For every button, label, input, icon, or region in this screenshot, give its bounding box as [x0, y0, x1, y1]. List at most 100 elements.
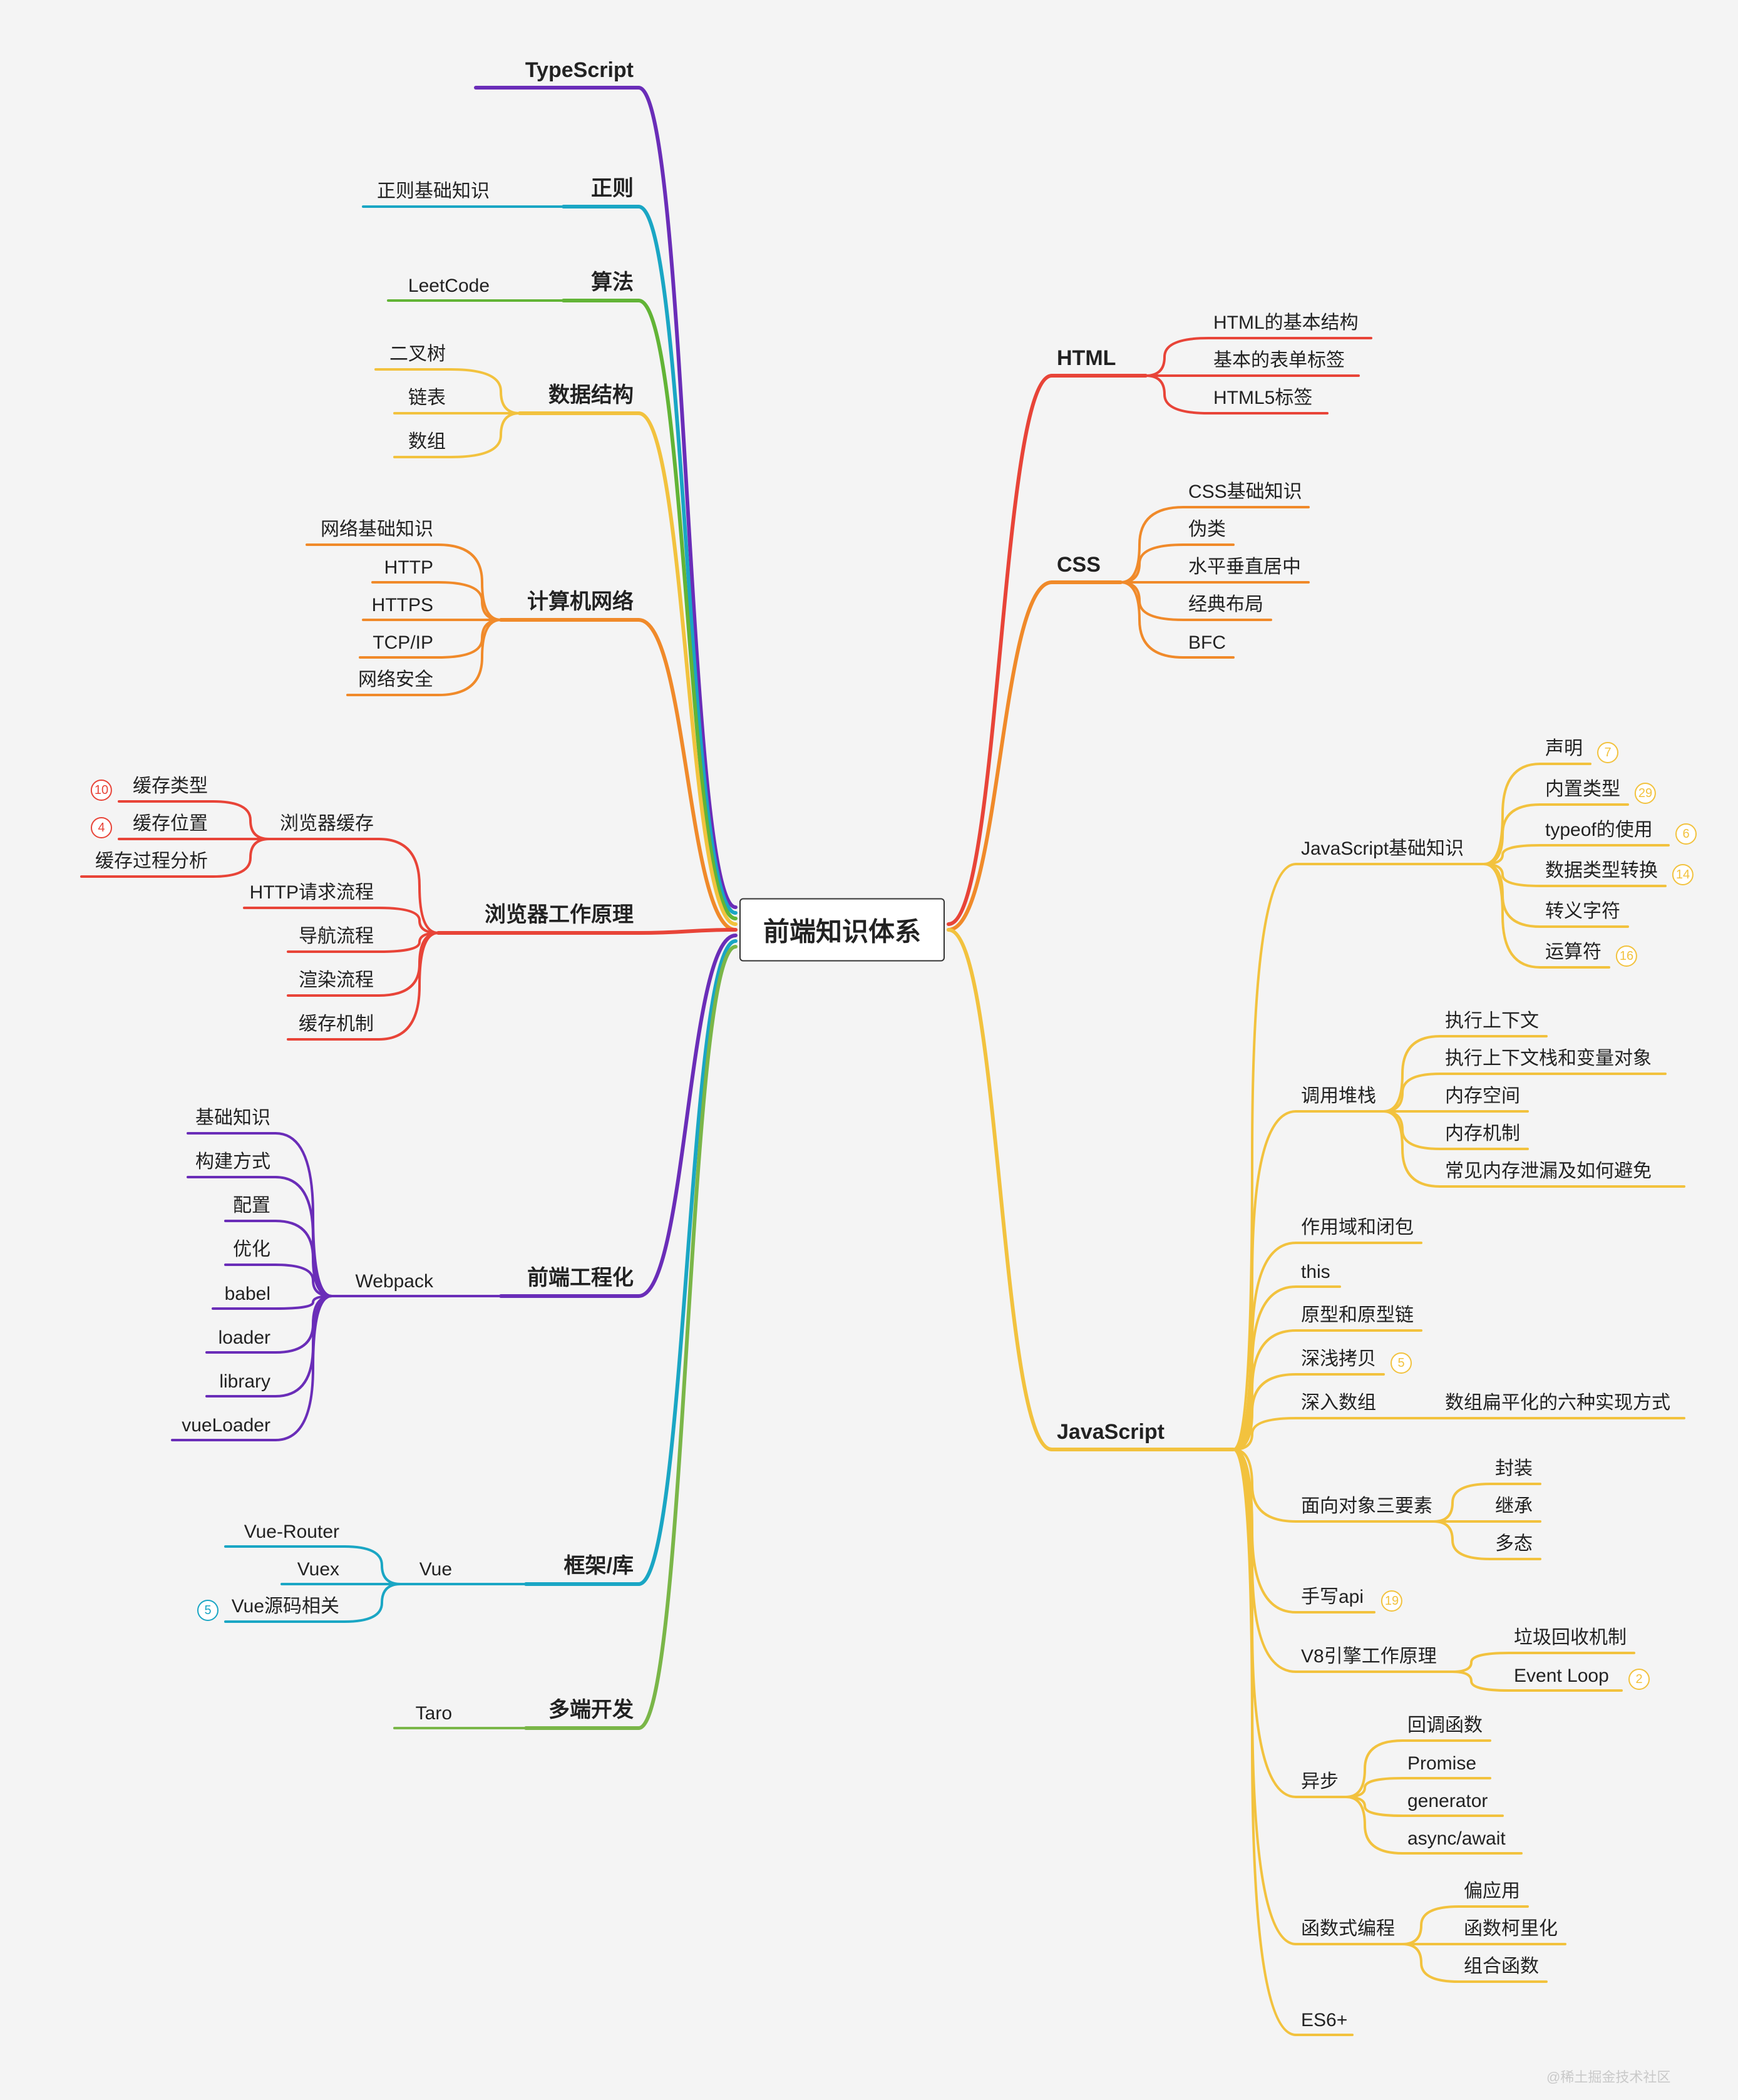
watermark: @稀土掘金技术社区: [1546, 2066, 1670, 2086]
branch-html: HTML: [1057, 346, 1116, 373]
leaf-作用域和闭包: 作用域和闭包: [1301, 1212, 1414, 1242]
leaf-数组扁平化的六种实现方式: 数组扁平化的六种实现方式: [1445, 1387, 1670, 1417]
leaf-回调函数: 回调函数: [1407, 1709, 1483, 1739]
leaf-浏览器缓存: 浏览器缓存: [280, 808, 374, 838]
leaf-链表: 链表: [408, 382, 446, 412]
branch-typescript: TypeScript: [525, 58, 634, 85]
leaf-基础知识: 基础知识: [195, 1102, 270, 1132]
leaf-Vuex: Vuex: [297, 1559, 339, 1583]
leaf-library: library: [219, 1371, 270, 1395]
leaf-手写api: 手写api: [1301, 1581, 1364, 1611]
branch-css: CSS: [1057, 553, 1101, 580]
leaf-HTTPS: HTTPS: [372, 595, 433, 619]
leaf-数组: 数组: [408, 426, 446, 456]
leaf-Webpack: Webpack: [355, 1271, 433, 1295]
leaf-babel: babel: [225, 1284, 270, 1307]
leaf-Vue源码相关: Vue源码相关: [232, 1590, 339, 1620]
root-node: 前端知识体系: [739, 898, 945, 962]
leaf-面向对象三要素: 面向对象三要素: [1301, 1490, 1432, 1520]
leaf-渲染流程: 渲染流程: [299, 964, 374, 994]
leaf-导航流程: 导航流程: [299, 920, 374, 950]
leaf-Event Loop: Event Loop: [1514, 1665, 1609, 1689]
count-badge: 6: [1675, 823, 1697, 845]
count-badge: 10: [91, 780, 112, 801]
leaf-BFC: BFC: [1188, 632, 1226, 656]
branch-algo: 算法: [591, 265, 634, 298]
branch-multi: 多端开发: [548, 1692, 634, 1726]
leaf-vueLoader: vueLoader: [182, 1415, 270, 1439]
leaf-数据类型转换: 数据类型转换: [1545, 855, 1658, 885]
branch-frame: 框架/库: [564, 1548, 634, 1582]
branch-net: 计算机网络: [527, 584, 634, 617]
leaf-内存空间: 内存空间: [1445, 1080, 1520, 1110]
leaf-TCP/IP: TCP/IP: [373, 632, 433, 656]
leaf-声明: 声明: [1545, 733, 1583, 763]
leaf-LeetCode: LeetCode: [408, 275, 490, 299]
branch-browser: 浏览器工作原理: [485, 897, 634, 930]
leaf-loader: loader: [219, 1327, 270, 1351]
leaf-深浅拷贝: 深浅拷贝: [1301, 1343, 1376, 1373]
leaf-基本的表单标签: 基本的表单标签: [1213, 344, 1345, 374]
leaf-Taro: Taro: [416, 1703, 452, 1727]
leaf-多态: 多态: [1495, 1528, 1533, 1558]
branch-eng: 前端工程化: [527, 1260, 634, 1294]
leaf-Vue: Vue: [419, 1559, 452, 1583]
leaf-构建方式: 构建方式: [195, 1146, 270, 1176]
leaf-HTML5标签: HTML5标签: [1213, 382, 1312, 412]
count-badge: 2: [1628, 1669, 1650, 1690]
count-badge: 5: [1391, 1352, 1412, 1374]
leaf-执行上下文栈和变量对象: 执行上下文栈和变量对象: [1445, 1042, 1652, 1073]
leaf-网络安全: 网络安全: [358, 664, 433, 694]
leaf-缓存位置: 缓存位置: [133, 808, 208, 838]
leaf-二叉树: 二叉树: [389, 338, 446, 368]
branch-regex: 正则: [591, 171, 634, 204]
leaf-函数式编程: 函数式编程: [1301, 1913, 1395, 1943]
count-badge: 4: [91, 817, 112, 838]
leaf-generator: generator: [1407, 1791, 1488, 1814]
count-badge: 14: [1672, 864, 1694, 885]
leaf-执行上下文: 执行上下文: [1445, 1005, 1539, 1035]
leaf-CSS基础知识: CSS基础知识: [1188, 476, 1302, 506]
leaf-转义字符: 转义字符: [1545, 895, 1620, 925]
leaf-深入数组: 深入数组: [1301, 1387, 1376, 1417]
leaf-this: this: [1301, 1262, 1330, 1285]
leaf-经典布局: 经典布局: [1188, 589, 1263, 619]
leaf-HTTP请求流程: HTTP请求流程: [250, 877, 374, 907]
leaf-V8引擎工作原理: V8引擎工作原理: [1301, 1640, 1437, 1670]
count-badge: 5: [197, 1600, 219, 1621]
leaf-偏应用: 偏应用: [1464, 1875, 1520, 1905]
branch-js: JavaScript: [1057, 1420, 1165, 1447]
leaf-函数柯里化: 函数柯里化: [1464, 1913, 1558, 1943]
leaf-缓存类型: 缓存类型: [133, 770, 208, 800]
leaf-HTTP: HTTP: [384, 557, 433, 581]
count-badge: 7: [1597, 742, 1618, 763]
leaf-水平垂直居中: 水平垂直居中: [1188, 551, 1301, 581]
leaf-封装: 封装: [1495, 1453, 1533, 1483]
leaf-ES6+: ES6+: [1301, 2010, 1347, 2034]
leaf-async/await: async/await: [1407, 1828, 1506, 1852]
count-badge: 19: [1381, 1590, 1402, 1612]
leaf-网络基础知识: 网络基础知识: [321, 513, 433, 543]
leaf-typeof的使用: typeof的使用: [1545, 814, 1653, 844]
leaf-JavaScript基础知识: JavaScript基础知识: [1301, 833, 1464, 863]
count-badge: 16: [1616, 945, 1637, 967]
leaf-调用堆栈: 调用堆栈: [1301, 1080, 1376, 1110]
leaf-垃圾回收机制: 垃圾回收机制: [1514, 1622, 1627, 1652]
leaf-内存机制: 内存机制: [1445, 1118, 1520, 1148]
leaf-HTML的基本结构: HTML的基本结构: [1213, 307, 1359, 337]
leaf-常见内存泄漏及如何避免: 常见内存泄漏及如何避免: [1445, 1155, 1652, 1185]
leaf-缓存过程分析: 缓存过程分析: [95, 845, 208, 875]
leaf-正则基础知识: 正则基础知识: [377, 175, 490, 205]
leaf-异步: 异步: [1301, 1766, 1339, 1796]
leaf-伪类: 伪类: [1188, 513, 1226, 543]
leaf-原型和原型链: 原型和原型链: [1301, 1299, 1414, 1329]
leaf-继承: 继承: [1495, 1490, 1533, 1520]
mindmap-canvas: 前端知识体系 @稀土掘金技术社区 TypeScript 正则 正则基础知识算法 Lee…: [0, 0, 1738, 2100]
leaf-配置: 配置: [233, 1190, 270, 1220]
leaf-Vue-Router: Vue-Router: [244, 1521, 339, 1545]
leaf-优化: 优化: [233, 1233, 270, 1264]
branch-ds: 数据结构: [548, 378, 634, 411]
leaf-内置类型: 内置类型: [1545, 773, 1620, 803]
leaf-缓存机制: 缓存机制: [299, 1008, 374, 1038]
leaf-运算符: 运算符: [1545, 936, 1602, 966]
